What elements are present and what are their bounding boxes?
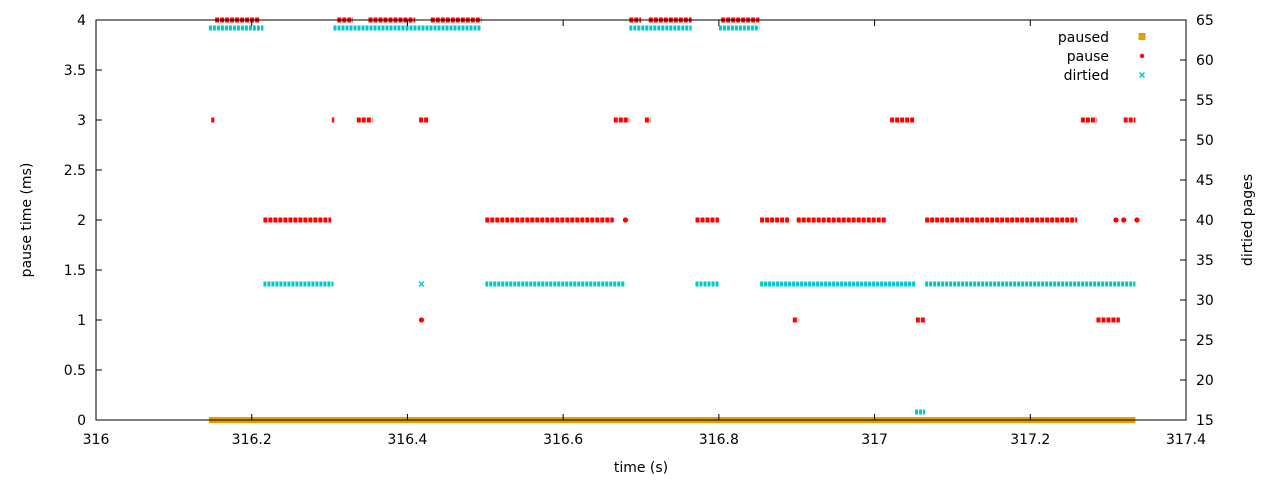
y2-tick-label: 35 [1196, 253, 1214, 269]
y2-tick-label: 25 [1196, 333, 1214, 349]
pause-point [1113, 217, 1119, 223]
y2-tick-label: 30 [1196, 293, 1214, 309]
x-tick-label: 316.8 [699, 432, 739, 448]
legend: paused pause dirtied [1058, 30, 1146, 84]
pause-point [1121, 217, 1127, 223]
pause-point [622, 217, 629, 223]
y-tick-label: 3 [77, 113, 86, 129]
y-tick-label: 2.5 [64, 163, 86, 179]
axis-ticks: 316 316.2 316.4 316.6 316.8 317 317.2 317.4 0 0.5… [64, 13, 1214, 448]
y2-tick-label: 15 [1196, 413, 1214, 429]
legend-marker-paused [1138, 33, 1146, 40]
y-tick-label: 1.5 [64, 263, 86, 279]
y2-tick-label: 45 [1196, 173, 1214, 189]
legend-label-dirtied: dirtied [1064, 68, 1109, 84]
x-tick-label: 317 [861, 432, 888, 448]
legend-marker-dirtied [1138, 71, 1146, 79]
y-axis-label: pause time (ms) [19, 163, 35, 278]
y2-tick-label: 65 [1196, 13, 1214, 29]
y-tick-label: 4 [77, 13, 86, 29]
x-tick-label: 316.4 [387, 432, 427, 448]
plot-marks [208, 17, 1140, 423]
y2-tick-label: 40 [1196, 213, 1214, 229]
legend-label-paused: paused [1058, 30, 1109, 46]
x-tick-label: 316.2 [232, 432, 272, 448]
y-tick-label: 0.5 [64, 363, 86, 379]
legend-label-pause: pause [1067, 49, 1109, 65]
y2-tick-label: 20 [1196, 373, 1214, 389]
x-axis-label: time (s) [614, 460, 668, 476]
y2-tick-label: 60 [1196, 53, 1214, 69]
y2-tick-label: 50 [1196, 133, 1214, 149]
y-tick-label: 1 [77, 313, 86, 329]
pause-point [1134, 217, 1140, 223]
x-tick-label: 316.6 [543, 432, 583, 448]
y-tick-label: 3.5 [64, 63, 86, 79]
pause-point [418, 317, 425, 323]
dirtied-point [418, 280, 425, 288]
legend-marker-pause [1139, 53, 1145, 59]
y2-tick-label: 55 [1196, 93, 1214, 109]
y-tick-label: 0 [77, 413, 86, 429]
y2-axis-label: dirtied pages [1240, 174, 1256, 266]
x-tick-label: 316 [83, 432, 110, 448]
x-tick-label: 317.2 [1010, 432, 1050, 448]
x-tick-label: 317.4 [1166, 432, 1206, 448]
y-tick-label: 2 [77, 213, 86, 229]
